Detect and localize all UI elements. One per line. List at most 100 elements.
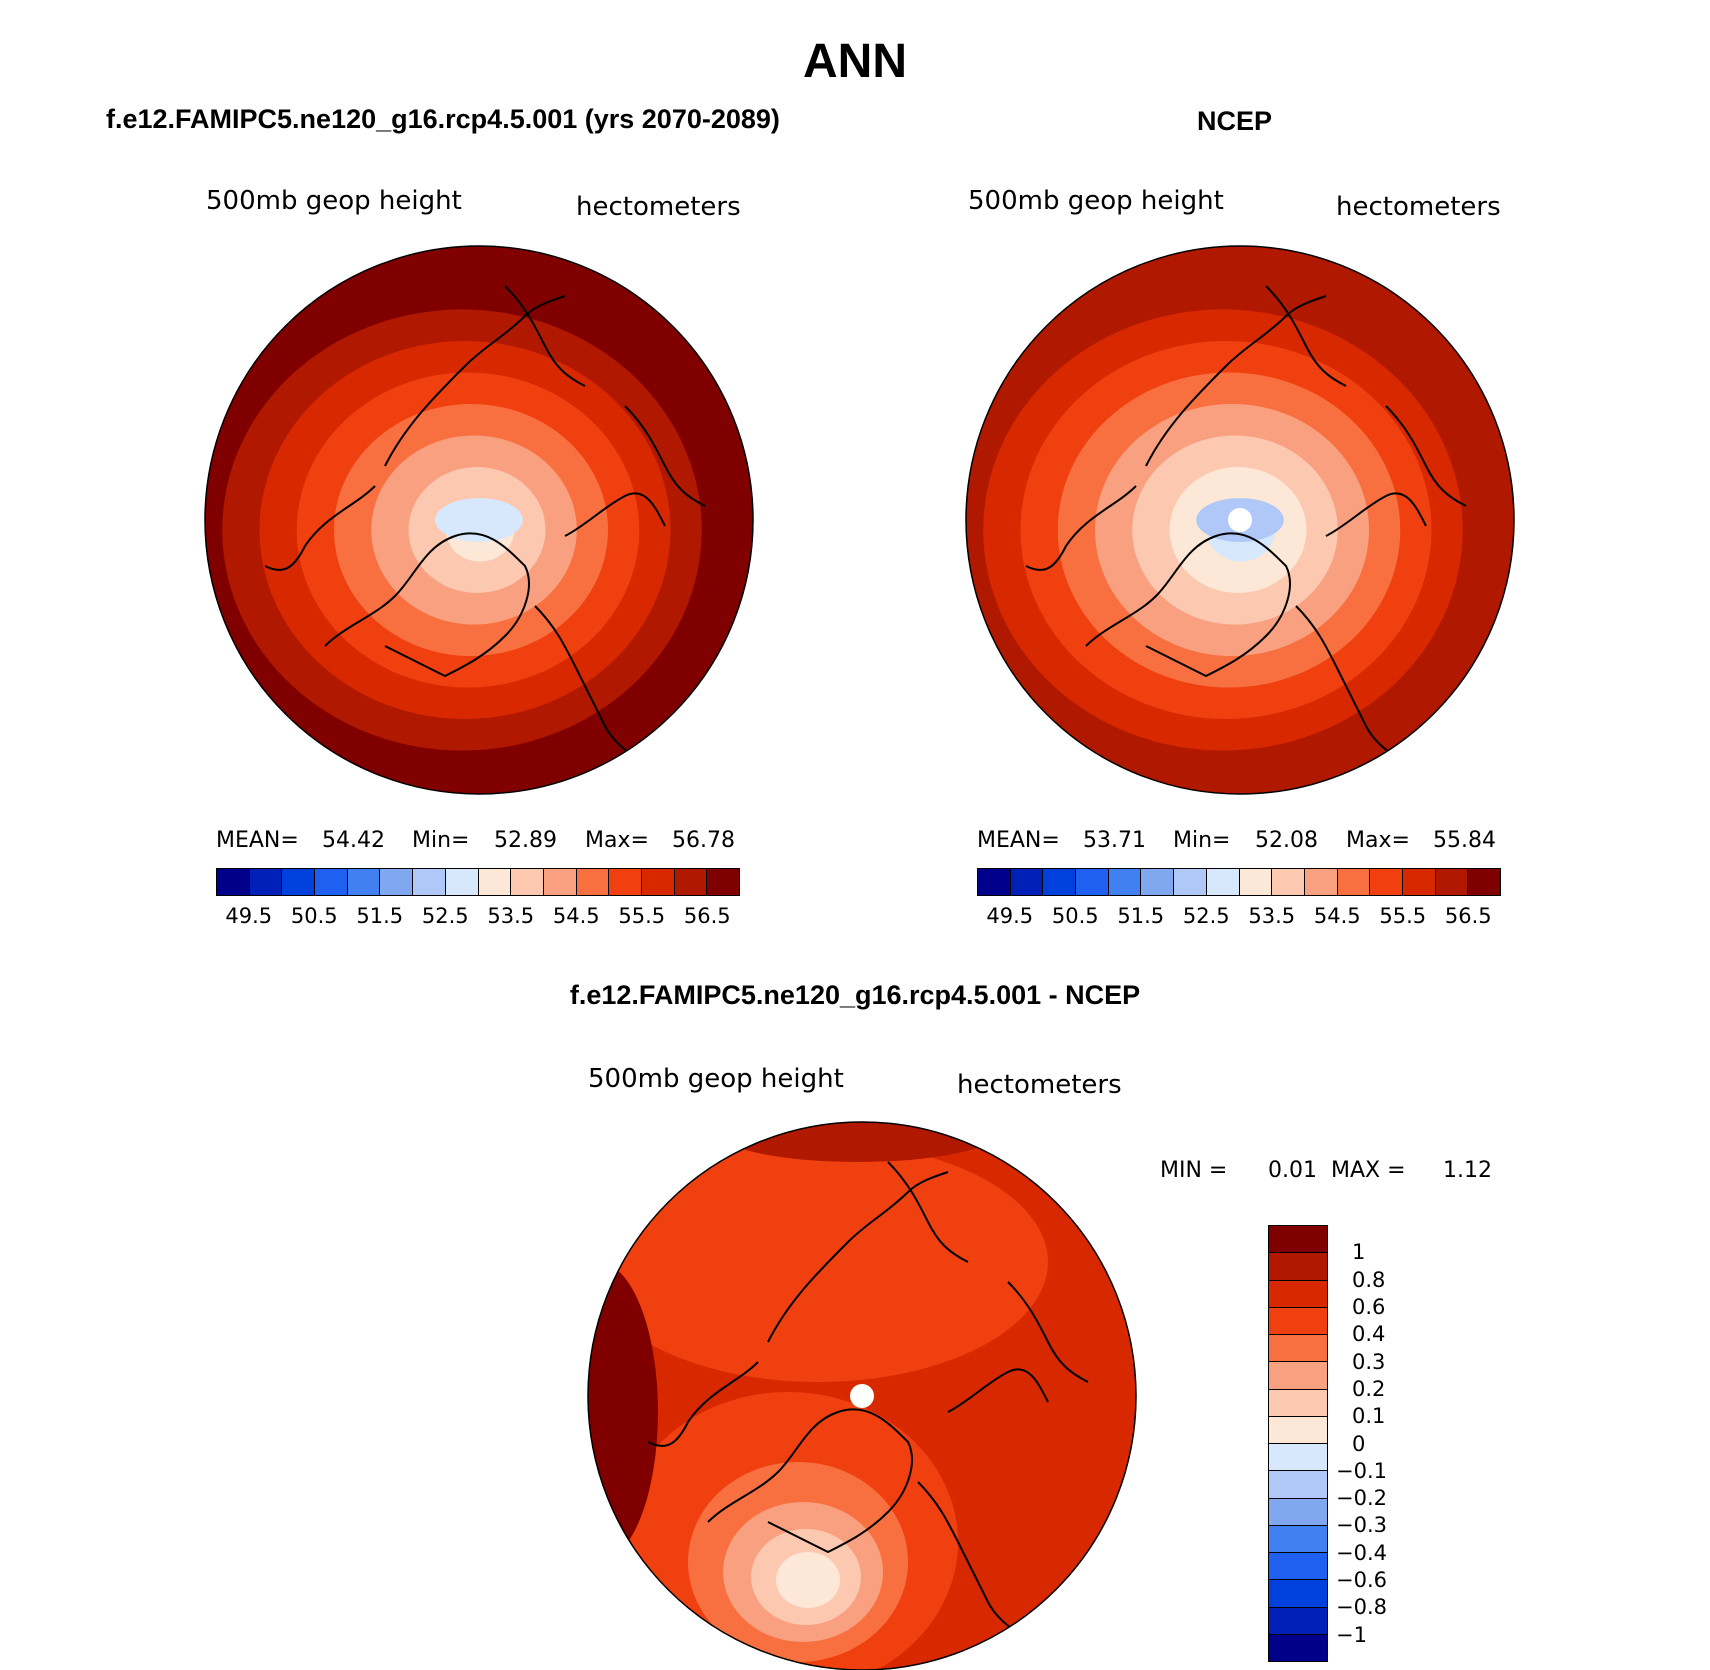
panel2-colorbar-swatch — [1174, 869, 1207, 895]
panel3-colorbar-swatch — [1269, 1606, 1327, 1634]
panel2-colorbar-tick-label: 55.5 — [1379, 904, 1427, 928]
panel1-colorbar-swatch — [478, 869, 512, 895]
coastline — [1325, 492, 1427, 537]
panel2-colorbar-ticks: 49.5 50.5 51.5 52.5 53.5 54.5 55.5 56.5 — [977, 904, 1501, 930]
panel2-colorbar-swatch — [1010, 869, 1044, 895]
panel3-max-value: 1.12 — [1443, 1158, 1492, 1183]
coastline — [767, 1171, 949, 1343]
panel2-colorbar-swatch — [1272, 869, 1305, 895]
panel3-colorbar-swatch — [1269, 1226, 1327, 1253]
panel1-colorbar-swatch — [445, 869, 479, 895]
panel3-colorbar-tick-label: −0.2 — [1336, 1486, 1387, 1511]
panel2-title: NCEP — [1197, 106, 1273, 136]
panel3-right-label: hectometers — [957, 1070, 1122, 1100]
panel2-colorbar-swatch — [1337, 869, 1371, 895]
panel2-max-value: 55.84 — [1433, 828, 1496, 853]
panel1-colorbar-tick-label: 52.5 — [421, 904, 469, 928]
coastline — [384, 295, 566, 467]
panel1-min-label: Min= — [412, 828, 470, 853]
coastline — [324, 532, 530, 678]
panel1-colorbar-tick-label: 50.5 — [290, 904, 338, 928]
pole-marker — [850, 1384, 874, 1408]
coastline — [947, 1368, 1049, 1413]
panel2-min-label: Min= — [1173, 828, 1231, 853]
panel2-colorbar-tick-label: 52.5 — [1182, 904, 1230, 928]
panel3-colorbar-tick-label: 0.4 — [1352, 1322, 1386, 1347]
panel1-polar-map — [204, 245, 754, 795]
panel1-colorbar-swatch — [347, 869, 381, 895]
panel2-colorbar-swatch — [1468, 869, 1500, 895]
panel3-colorbar-tick-label: −0.4 — [1336, 1540, 1387, 1565]
panel2-colorbar-tick-label: 54.5 — [1313, 904, 1361, 928]
panel1-colorbar-swatch — [380, 869, 414, 895]
panel3-colorbar-tick-label: 0.1 — [1352, 1404, 1386, 1429]
coastline — [647, 1361, 759, 1447]
main-title: ANN — [803, 35, 907, 88]
panel3-colorbar-swatch — [1269, 1388, 1327, 1416]
panel3-colorbar-swatch — [1269, 1497, 1327, 1525]
contour-band — [776, 1552, 840, 1608]
panel3-colorbar-tick-label: −0.6 — [1336, 1568, 1387, 1593]
panel1-title: f.e12.FAMIPC5.ne120_g16.rcp4.5.001 (yrs … — [106, 104, 780, 134]
panel1-colorbar-swatch — [707, 869, 739, 895]
panel1-colorbar-tick-label: 53.5 — [487, 904, 535, 928]
panel3-colorbar-tick-label: 0.3 — [1352, 1349, 1386, 1374]
panel3-left-label: 500mb geop height — [588, 1064, 844, 1094]
coastline — [504, 285, 586, 387]
panel1-max-value: 56.78 — [672, 828, 735, 853]
coastline — [264, 485, 376, 571]
panel3-colorbar-tick-label: 0.6 — [1352, 1294, 1386, 1319]
panel2-mean-value: 53.71 — [1083, 828, 1146, 853]
panel1-colorbar-tick-label: 55.5 — [618, 904, 666, 928]
panel1-colorbar-swatch — [511, 869, 544, 895]
panel1-mean-value: 54.42 — [322, 828, 385, 853]
panel2-colorbar-swatch — [1141, 869, 1175, 895]
coastline — [1145, 295, 1327, 467]
map-border — [965, 245, 1515, 795]
panel3-colorbar-swatch — [1269, 1470, 1327, 1498]
panel2-colorbar-swatch — [1402, 869, 1436, 895]
panel1-colorbar-tick-label: 54.5 — [552, 904, 600, 928]
coastline — [624, 405, 706, 507]
coastline — [1385, 405, 1467, 507]
panel3-colorbar-tick-label: 0 — [1352, 1431, 1366, 1456]
panel3-colorbar-swatch — [1269, 1633, 1327, 1661]
panel1-colorbar-swatch — [217, 869, 250, 895]
panel1-colorbar-swatch — [413, 869, 446, 895]
panel2-right-label: hectometers — [1336, 192, 1501, 222]
panel2-colorbar-swatch — [1043, 869, 1077, 895]
panel1-max-label: Max= — [585, 828, 649, 853]
panel1-colorbar-swatch — [249, 869, 283, 895]
panel3-colorbar-swatch — [1269, 1579, 1327, 1607]
panel3-colorbar-tick-label: −0.8 — [1336, 1595, 1387, 1620]
pole-marker — [1228, 508, 1252, 532]
panel1-colorbar-swatch — [543, 869, 577, 895]
panel1-colorbar-swatch — [282, 869, 316, 895]
coastline — [887, 1161, 969, 1263]
panel2-polar-map — [965, 245, 1515, 795]
panel1-colorbar-swatch — [609, 869, 642, 895]
panel1-colorbar-swatch — [576, 869, 610, 895]
panel3-polar-map — [587, 1121, 1137, 1670]
panel2-colorbar-tick-label: 56.5 — [1444, 904, 1492, 928]
coastline — [707, 1408, 913, 1554]
panel2-left-label: 500mb geop height — [968, 186, 1224, 216]
panel2-max-label: Max= — [1346, 828, 1410, 853]
panel3-min-value: 0.01 — [1268, 1158, 1317, 1183]
panel2-colorbar-tick-label: 50.5 — [1051, 904, 1099, 928]
coastline — [1295, 605, 1407, 767]
panel3-colorbar-swatch — [1269, 1552, 1327, 1580]
panel1-colorbar-tick-label: 49.5 — [225, 904, 273, 928]
panel2-colorbar-tick-label: 51.5 — [1117, 904, 1165, 928]
panel3-colorbar-tick-label: 1 — [1352, 1240, 1366, 1265]
panel1-colorbar-tick-label: 51.5 — [356, 904, 404, 928]
panel1-left-label: 500mb geop height — [206, 186, 462, 216]
contour-band — [588, 1262, 658, 1562]
panel3-colorbar-swatch — [1269, 1306, 1327, 1334]
coastline — [1007, 1281, 1089, 1383]
panel2-colorbar-tick-label: 49.5 — [986, 904, 1034, 928]
coastline — [1085, 532, 1291, 678]
panel3-colorbar-swatch — [1269, 1415, 1327, 1443]
panel3-colorbar-tick-label: −0.1 — [1336, 1458, 1387, 1483]
panel2-colorbar-swatch — [978, 869, 1011, 895]
